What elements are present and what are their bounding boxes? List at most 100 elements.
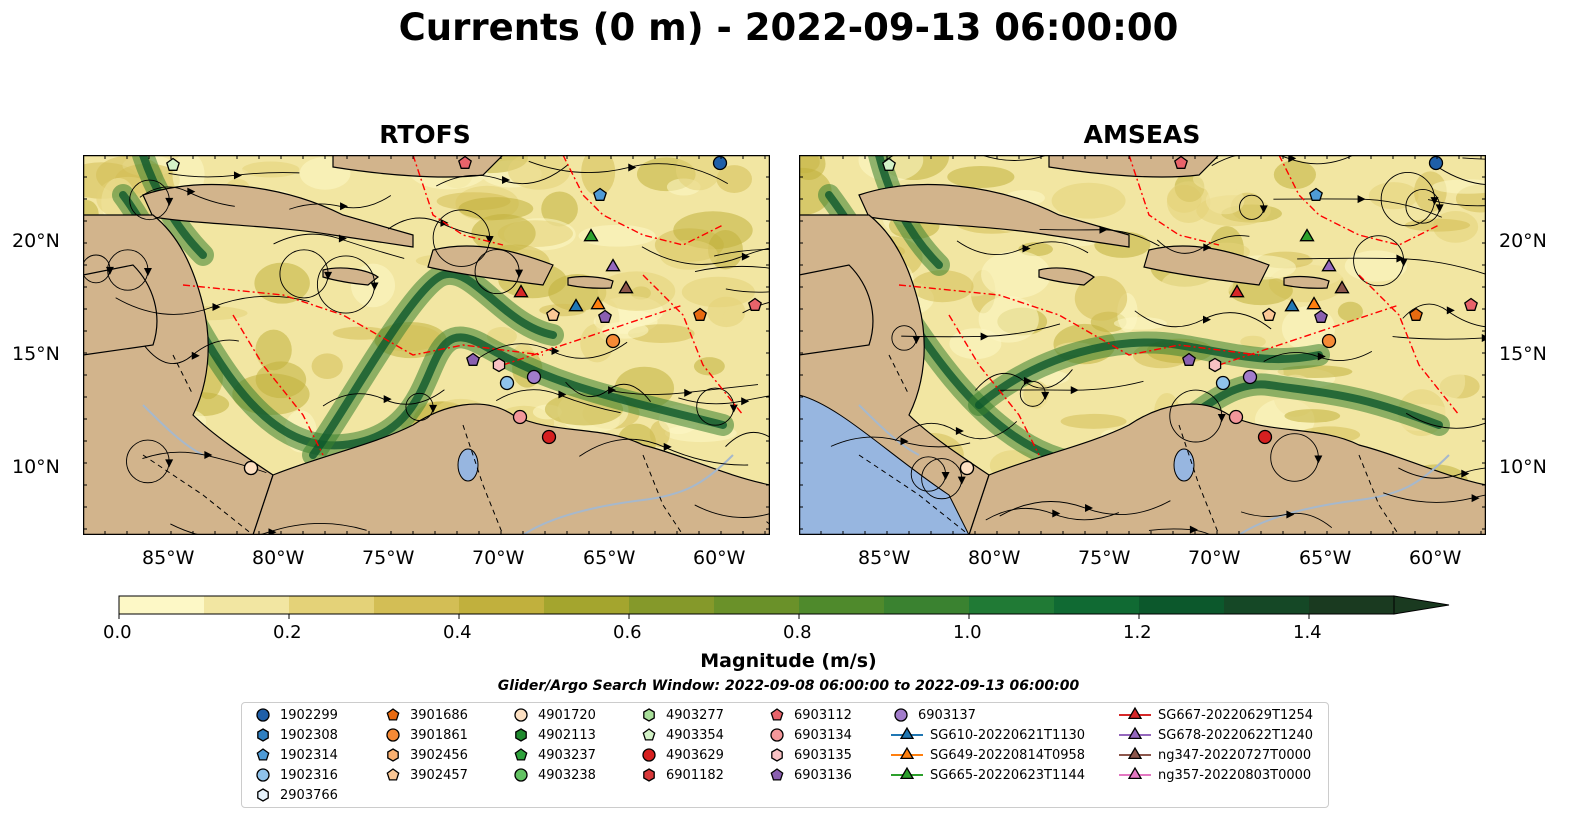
lon-tick-label: 60°W xyxy=(1409,547,1462,569)
float-marker xyxy=(598,309,612,323)
colorbar-segment xyxy=(119,596,205,614)
streamline xyxy=(1156,235,1250,254)
colorbar-tick-label: 1.2 xyxy=(1123,622,1152,643)
colorbar-segment xyxy=(459,596,545,614)
triangle-marker-icon xyxy=(1119,706,1151,720)
triangle-marker-icon xyxy=(1119,766,1151,780)
legend-entry: 6903112 xyxy=(766,706,852,724)
legend-entry: 4903629 xyxy=(638,746,724,764)
streamline xyxy=(725,288,770,293)
legend-entry: SG678-20220622T1240 xyxy=(1118,726,1313,744)
triangle-marker-icon xyxy=(1127,746,1143,760)
land-mass xyxy=(567,275,614,289)
hexagon-marker-icon xyxy=(515,728,527,742)
colorbar-segment xyxy=(289,596,375,614)
hexagon-marker-icon xyxy=(257,788,269,802)
circle-marker-icon xyxy=(514,708,528,722)
streamline-arrow xyxy=(204,450,213,459)
circle-marker-icon xyxy=(770,728,784,742)
colorbar-segment xyxy=(374,596,460,614)
map-frame xyxy=(83,155,770,535)
lon-tick-label: 80°W xyxy=(252,547,305,569)
float-marker xyxy=(166,157,180,171)
legend-entry: 1902308 xyxy=(252,726,338,744)
legend-entry: SG665-20220623T1144 xyxy=(890,766,1085,784)
triangle-marker-icon xyxy=(1127,706,1143,720)
triangle-marker-icon xyxy=(891,726,923,740)
streamline-arrow xyxy=(268,528,277,535)
streamline-arrow xyxy=(1203,243,1212,252)
country-border xyxy=(142,454,254,535)
lon-tick-label: 85°W xyxy=(858,547,911,569)
streamline xyxy=(1405,412,1486,429)
float-marker xyxy=(466,352,480,366)
streamline-arrow xyxy=(191,351,200,360)
streamline xyxy=(1273,198,1442,218)
float-marker xyxy=(1174,155,1188,169)
legend-label: SG610-20220621T1130 xyxy=(930,727,1086,743)
hexagon-marker-icon xyxy=(257,788,269,802)
legend-entry: 4903238 xyxy=(510,766,596,784)
eez-boundary xyxy=(1218,304,1400,366)
float-marker xyxy=(526,369,542,385)
float-marker xyxy=(1314,309,1328,323)
float-marker xyxy=(512,409,528,425)
streamline-arrow xyxy=(741,397,750,406)
pentagon-marker-icon xyxy=(770,768,784,781)
colorbar-segment xyxy=(1139,596,1225,614)
streamline-arrow xyxy=(1023,376,1032,385)
float-marker xyxy=(1182,352,1196,366)
circle-marker-icon xyxy=(514,768,528,782)
streamline xyxy=(1438,167,1486,185)
float-marker xyxy=(1409,307,1423,321)
eez-boundary xyxy=(1128,155,1220,246)
pacific-ocean xyxy=(799,394,970,535)
circle-marker-icon xyxy=(256,768,270,782)
float-marker xyxy=(593,187,607,201)
colorbar-tick-label: 1.0 xyxy=(953,622,982,643)
pentagon-marker-icon xyxy=(770,768,784,781)
streamline-arrow xyxy=(663,442,672,451)
streamline xyxy=(144,339,239,364)
float-marker xyxy=(513,284,529,298)
float-marker xyxy=(712,155,728,171)
float-marker xyxy=(492,357,506,373)
pentagon-marker-icon xyxy=(386,768,400,781)
legend-label: 6903135 xyxy=(794,747,852,763)
streamline xyxy=(742,301,770,314)
pentagon-marker-icon xyxy=(256,748,270,761)
lon-tick-label: 65°W xyxy=(583,547,636,569)
float-marker xyxy=(1306,296,1322,310)
land-mass xyxy=(322,267,380,286)
triangle-marker-icon xyxy=(899,726,915,740)
legend-label: 1902308 xyxy=(280,727,338,743)
streamline-arrow xyxy=(187,187,196,196)
legend-entry: 1902314 xyxy=(252,746,338,764)
lake xyxy=(1173,448,1195,482)
circle-marker-icon xyxy=(514,708,528,722)
float-marker xyxy=(1242,369,1258,385)
streamline xyxy=(139,186,235,207)
land-mass xyxy=(1283,275,1330,289)
legend-entry: SG667-20220629T1254 xyxy=(1118,706,1313,724)
legend-label: 4903238 xyxy=(538,767,596,783)
streamline-arrow xyxy=(1052,509,1061,518)
colorbar-tick-label: 0.0 xyxy=(103,622,132,643)
eez-boundary xyxy=(412,155,504,246)
legend-label: 3902457 xyxy=(410,767,468,783)
colorbar-segment xyxy=(714,596,800,614)
legend-label: 4902113 xyxy=(538,727,596,743)
colorbar-segment xyxy=(1309,596,1395,614)
country-border xyxy=(888,354,910,396)
pentagon-marker-icon xyxy=(642,728,656,741)
legend-label: 4903277 xyxy=(666,707,724,723)
legend-entry: 6903135 xyxy=(766,746,852,764)
lon-tick-label: 75°W xyxy=(362,547,415,569)
pentagon-marker-icon xyxy=(642,728,656,741)
streamline-arrow xyxy=(1189,525,1198,534)
streamline-arrow xyxy=(955,427,964,436)
eez-boundary xyxy=(232,314,324,456)
streamline-arrow xyxy=(558,390,567,399)
streamline-arrow xyxy=(1471,494,1480,503)
lat-tick-label: 20°N xyxy=(1499,230,1547,252)
